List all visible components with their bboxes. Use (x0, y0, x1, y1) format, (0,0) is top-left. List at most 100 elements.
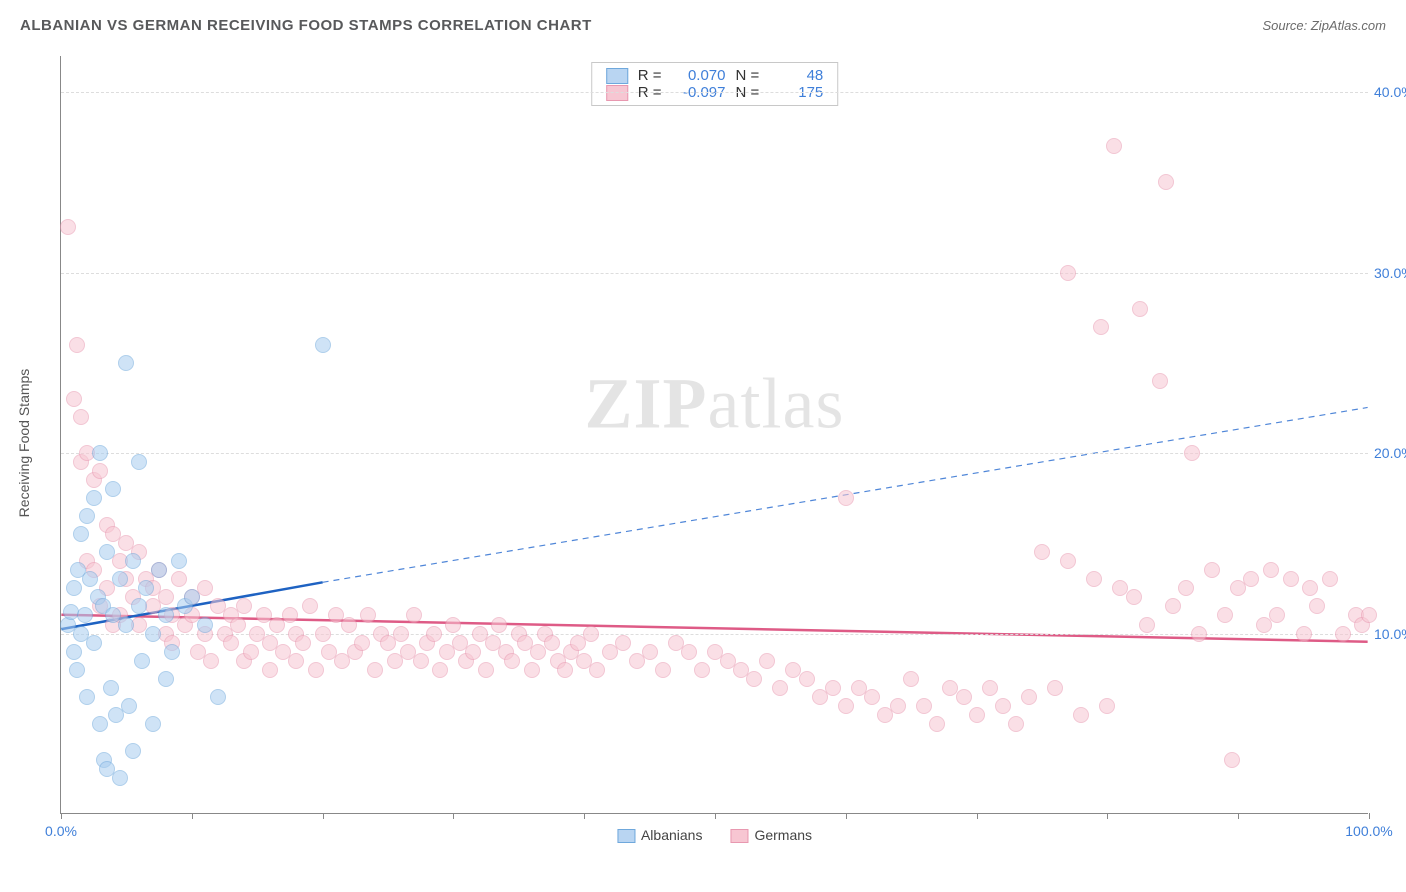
data-point-germans (491, 617, 507, 633)
data-point-germans (916, 698, 932, 714)
data-point-germans (544, 635, 560, 651)
plot-area: ZIPatlas R = 0.070 N = 48 R = -0.097 N =… (60, 56, 1368, 814)
legend-n-albanians: 48 (769, 67, 823, 84)
data-point-germans (1243, 571, 1259, 587)
data-point-germans (1158, 174, 1174, 190)
data-point-germans (66, 391, 82, 407)
gridline (61, 453, 1368, 454)
data-point-germans (282, 607, 298, 623)
data-point-germans (838, 698, 854, 714)
data-point-germans (288, 653, 304, 669)
data-point-germans (1021, 689, 1037, 705)
legend-row-albanians: R = 0.070 N = 48 (606, 67, 824, 84)
data-point-germans (341, 617, 357, 633)
data-point-albanians (210, 689, 226, 705)
watermark-zip: ZIP (585, 364, 708, 444)
legend-swatch-albanians (617, 829, 635, 843)
data-point-germans (1322, 571, 1338, 587)
data-point-albanians (118, 617, 134, 633)
data-point-germans (367, 662, 383, 678)
data-point-germans (426, 626, 442, 642)
data-point-albanians (134, 653, 150, 669)
data-point-germans (92, 463, 108, 479)
legend-swatch-germans (730, 829, 748, 843)
data-point-germans (465, 644, 481, 660)
data-point-germans (589, 662, 605, 678)
x-tick (323, 813, 324, 819)
data-point-albanians (86, 635, 102, 651)
data-point-germans (759, 653, 775, 669)
data-point-germans (969, 707, 985, 723)
data-point-germans (354, 635, 370, 651)
data-point-albanians (118, 355, 134, 371)
data-point-albanians (103, 680, 119, 696)
data-point-albanians (131, 454, 147, 470)
legend-item-albanians: Albanians (617, 827, 703, 843)
data-point-germans (1008, 716, 1024, 732)
data-point-germans (1132, 301, 1148, 317)
legend-r-albanians: 0.070 (672, 67, 726, 84)
data-point-germans (1296, 626, 1312, 642)
data-point-germans (262, 662, 278, 678)
data-point-germans (445, 617, 461, 633)
data-point-germans (230, 617, 246, 633)
data-point-germans (1086, 571, 1102, 587)
data-point-germans (69, 337, 85, 353)
data-point-albanians (66, 580, 82, 596)
data-point-germans (302, 598, 318, 614)
source-prefix: Source: (1262, 18, 1310, 33)
data-point-albanians (99, 544, 115, 560)
data-point-albanians (86, 490, 102, 506)
legend-label-albanians: Albanians (641, 827, 703, 843)
data-point-albanians (82, 571, 98, 587)
chart-title: ALBANIAN VS GERMAN RECEIVING FOOD STAMPS… (20, 17, 592, 34)
data-point-germans (1217, 607, 1233, 623)
data-point-germans (360, 607, 376, 623)
data-point-albanians (105, 481, 121, 497)
data-point-germans (1047, 680, 1063, 696)
data-point-germans (1060, 265, 1076, 281)
data-point-albanians (92, 716, 108, 732)
x-tick (61, 813, 62, 819)
data-point-albanians (145, 716, 161, 732)
x-tick (715, 813, 716, 819)
data-point-germans (171, 571, 187, 587)
data-point-albanians (69, 662, 85, 678)
data-point-germans (1302, 580, 1318, 596)
data-point-albanians (66, 644, 82, 660)
legend-swatch-blue (606, 68, 628, 84)
data-point-albanians (73, 526, 89, 542)
data-point-germans (1361, 607, 1377, 623)
data-point-germans (406, 607, 422, 623)
data-point-germans (1335, 626, 1351, 642)
x-tick-label: 100.0% (1345, 823, 1392, 839)
data-point-germans (746, 671, 762, 687)
x-tick (453, 813, 454, 819)
source-name: ZipAtlas.com (1311, 18, 1386, 33)
data-point-germans (1263, 562, 1279, 578)
y-tick-label: 40.0% (1374, 84, 1406, 100)
data-point-germans (1269, 607, 1285, 623)
data-point-albanians (112, 571, 128, 587)
watermark: ZIPatlas (585, 363, 845, 446)
data-point-germans (557, 662, 573, 678)
data-point-germans (1093, 319, 1109, 335)
data-point-albanians (158, 671, 174, 687)
data-point-germans (203, 653, 219, 669)
data-point-germans (413, 653, 429, 669)
data-point-albanians (151, 562, 167, 578)
data-point-germans (1073, 707, 1089, 723)
data-point-albanians (171, 553, 187, 569)
data-point-germans (799, 671, 815, 687)
data-point-germans (393, 626, 409, 642)
data-point-germans (308, 662, 324, 678)
data-point-germans (1204, 562, 1220, 578)
x-tick-label: 0.0% (45, 823, 77, 839)
trend-lines (61, 56, 1368, 813)
data-point-germans (772, 680, 788, 696)
data-point-germans (1283, 571, 1299, 587)
data-point-albanians (184, 589, 200, 605)
data-point-germans (524, 662, 540, 678)
data-point-germans (1178, 580, 1194, 596)
data-point-germans (995, 698, 1011, 714)
